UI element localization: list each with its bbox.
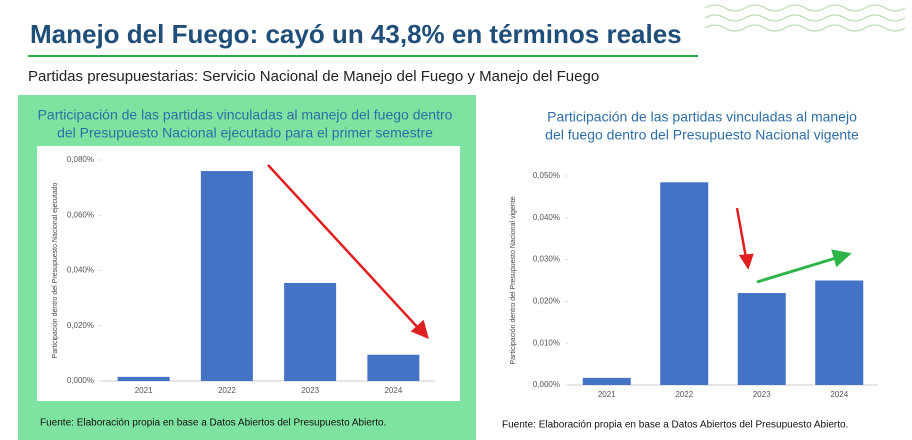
chart-title: Participación de las partidas vinculadas… [547, 109, 857, 125]
y-tick-label: 0,010% [533, 338, 560, 347]
x-tick-label: 2022 [675, 390, 693, 399]
y-tick-label: 0,040% [533, 213, 560, 222]
x-tick-label: 2024 [830, 390, 848, 399]
source-note: Fuente: Elaboración propia en base a Dat… [502, 420, 848, 431]
y-tick-label: 0,020% [67, 321, 94, 330]
bar [284, 282, 337, 381]
bar [582, 377, 631, 385]
y-tick-label: 0,020% [533, 297, 560, 306]
x-tick-label: 2021 [135, 386, 153, 395]
chart-title: del Presupuesto Nacional ejecutado para … [57, 125, 433, 141]
subtitle: Partidas presupuestarias: Servicio Nacio… [28, 68, 599, 85]
y-tick-label: 0,040% [67, 266, 94, 275]
page-title: Manejo del Fuego: cayó un 43,8% en térmi… [30, 19, 682, 49]
bar [200, 171, 253, 381]
arrows [267, 164, 852, 340]
x-tick-label: 2023 [753, 390, 771, 399]
chart-title: Participación de las partidas vinculadas… [38, 107, 453, 123]
y-tick-label: 0,060% [67, 210, 94, 219]
x-tick-label: 2023 [301, 386, 319, 395]
y-axis-label: Participación dentro del Presupuesto Nac… [510, 196, 517, 364]
x-tick-label: 2024 [384, 386, 402, 395]
bar [117, 376, 170, 381]
x-tick-label: 2021 [598, 390, 616, 399]
bar [367, 354, 420, 381]
bar [815, 280, 864, 385]
bar [737, 293, 786, 385]
y-tick-label: 0,080% [67, 155, 94, 164]
x-tick-label: 2022 [218, 386, 236, 395]
y-axis-label: Participación dentro del Presupuesto Nac… [52, 182, 59, 358]
charts: Participación de las partidas vinculadas… [38, 107, 878, 431]
y-tick-label: 0,000% [533, 380, 560, 389]
chart-title: del fuego dentro del Presupuesto Naciona… [545, 127, 859, 143]
y-tick-label: 0,050% [533, 171, 560, 180]
decoration [704, 4, 906, 32]
y-tick-label: 0,000% [67, 376, 94, 385]
source-note: Fuente: Elaboración propia en base a Dat… [40, 418, 386, 429]
y-tick-label: 0,030% [533, 255, 560, 264]
bar [660, 182, 709, 385]
